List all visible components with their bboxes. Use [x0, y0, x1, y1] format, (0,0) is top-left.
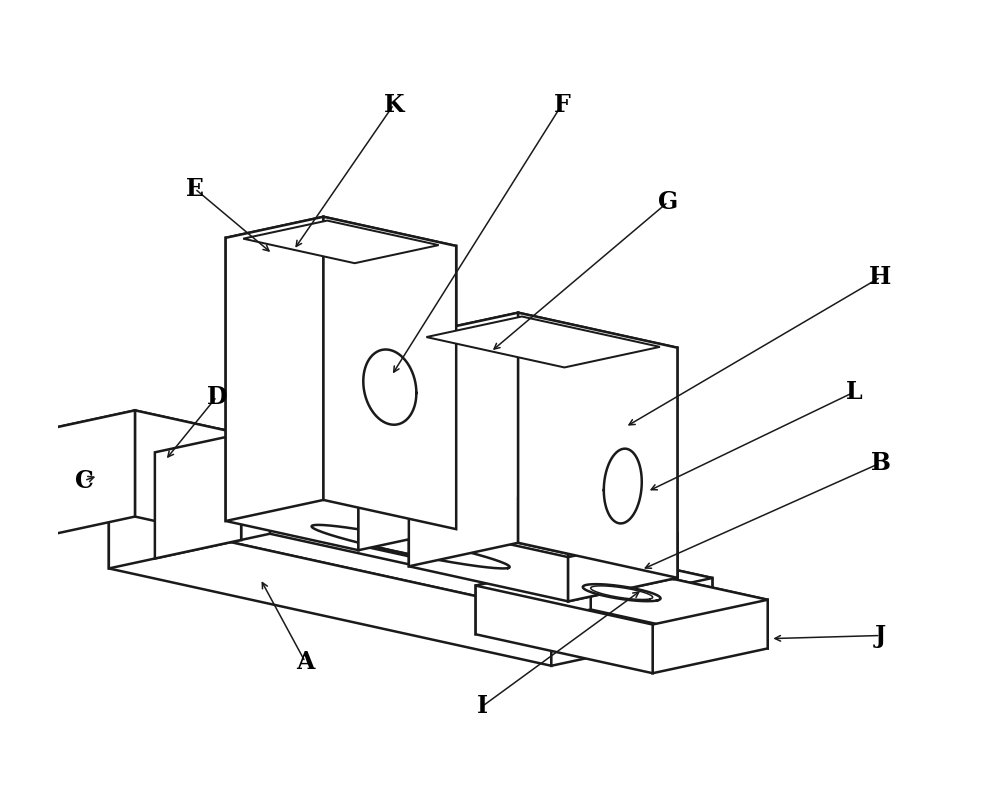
Polygon shape — [155, 434, 241, 558]
Polygon shape — [323, 217, 456, 529]
Polygon shape — [518, 313, 677, 577]
Text: C: C — [75, 468, 93, 492]
Polygon shape — [476, 585, 653, 673]
Polygon shape — [518, 499, 677, 577]
Text: B: B — [871, 451, 890, 475]
Text: L: L — [846, 380, 862, 404]
Polygon shape — [426, 317, 660, 367]
Text: A: A — [296, 650, 315, 674]
Polygon shape — [109, 480, 712, 613]
Polygon shape — [363, 350, 416, 425]
Polygon shape — [49, 411, 135, 535]
Polygon shape — [226, 217, 323, 521]
Polygon shape — [135, 411, 241, 540]
Polygon shape — [409, 313, 677, 371]
Polygon shape — [409, 336, 568, 602]
Polygon shape — [49, 411, 241, 452]
Polygon shape — [109, 516, 551, 666]
Text: F: F — [554, 92, 570, 116]
Polygon shape — [568, 348, 677, 602]
Polygon shape — [409, 499, 677, 557]
Text: D: D — [207, 385, 227, 408]
Polygon shape — [226, 217, 456, 267]
Text: E: E — [186, 176, 204, 200]
Text: K: K — [384, 92, 404, 116]
Polygon shape — [358, 246, 456, 550]
Polygon shape — [568, 533, 677, 602]
Polygon shape — [226, 238, 358, 550]
Polygon shape — [476, 561, 591, 634]
Polygon shape — [583, 584, 661, 602]
Text: H: H — [869, 265, 892, 289]
Polygon shape — [591, 561, 768, 649]
Text: G: G — [658, 190, 678, 214]
Polygon shape — [604, 448, 642, 524]
Polygon shape — [270, 480, 712, 631]
Polygon shape — [312, 525, 510, 569]
Polygon shape — [653, 600, 768, 673]
Polygon shape — [476, 561, 768, 625]
Polygon shape — [109, 480, 270, 569]
Polygon shape — [243, 221, 439, 263]
Polygon shape — [551, 578, 712, 666]
Polygon shape — [409, 313, 518, 566]
Text: I: I — [477, 695, 488, 719]
Text: J: J — [875, 623, 886, 647]
